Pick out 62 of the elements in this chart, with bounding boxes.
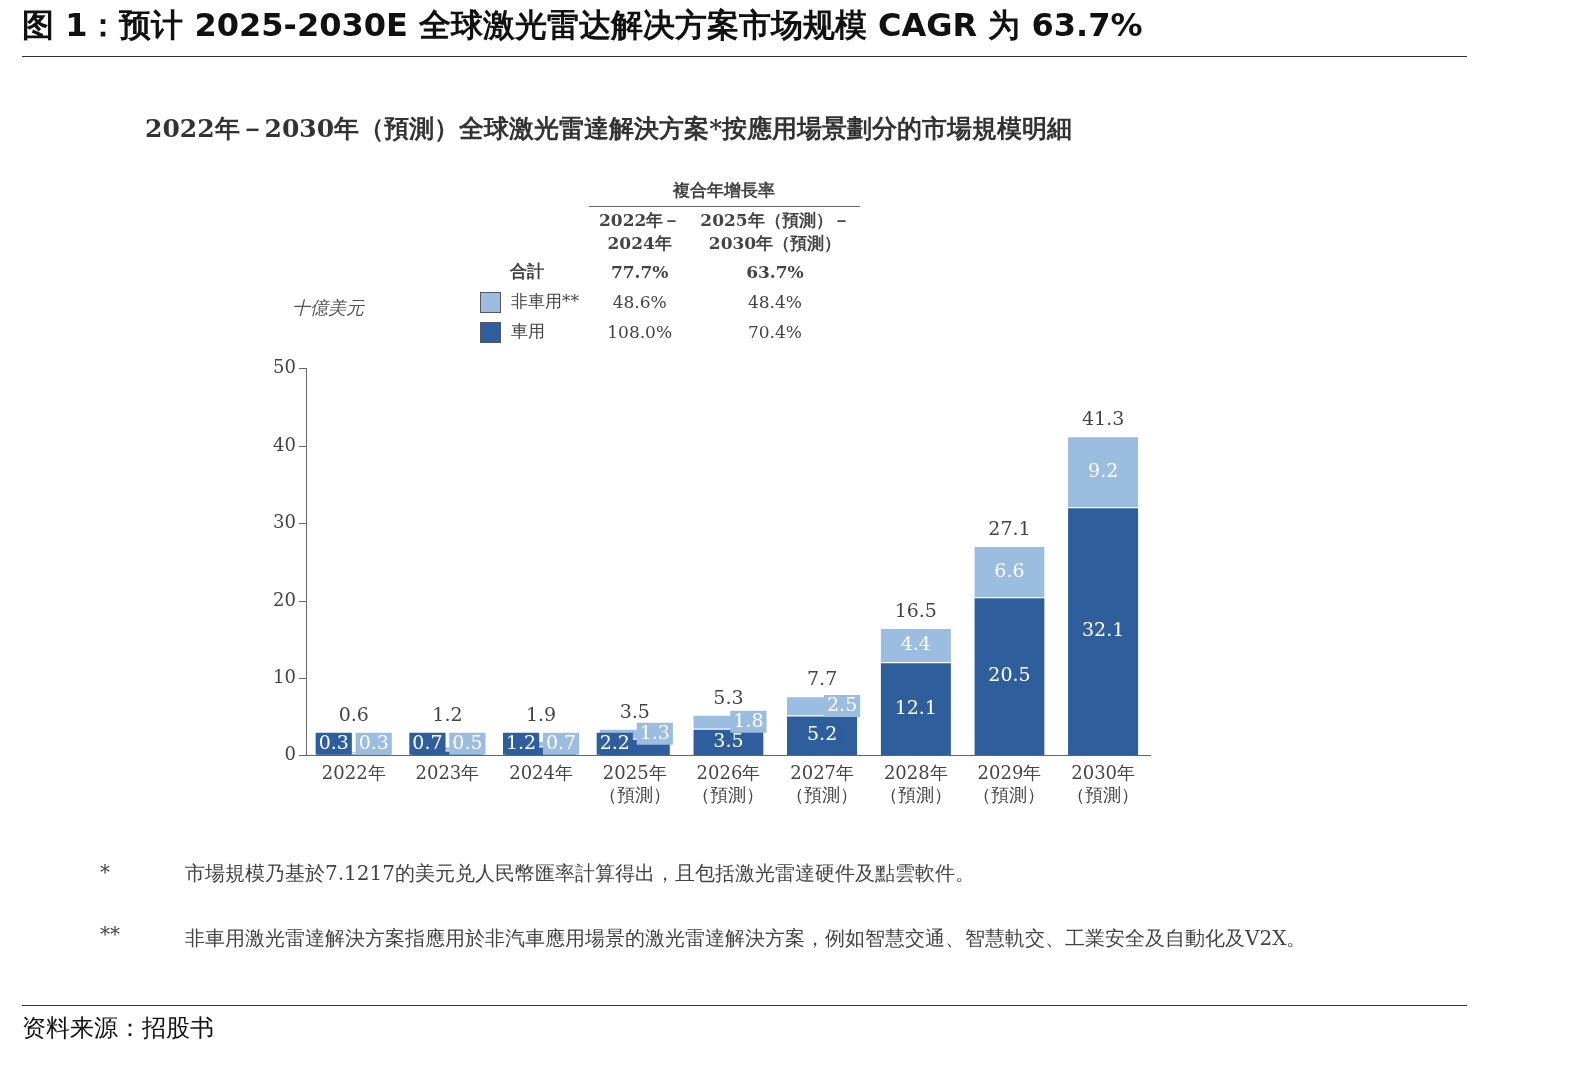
text: 2025年（預測）－2030年（預測）: [699, 208, 851, 255]
text: 108.0%: [606, 320, 674, 344]
y-tick-label: 30: [273, 511, 296, 533]
text: 资料来源：招股书: [22, 1005, 1467, 1044]
data-label: 0.7: [412, 730, 443, 753]
data-label: 20.5: [988, 663, 1031, 686]
text: 48.4%: [747, 290, 803, 314]
text: 非車用激光雷達解決方案指應用於非汽車應用場景的激光雷達解決方案，例如智慧交通、智慧軌交、工業安全及自動化及V2X。: [185, 925, 1308, 952]
data-label: 6.6: [994, 558, 1025, 581]
total-label: 41.3: [1082, 407, 1125, 430]
x-tick-label: 2029年（預測）: [973, 762, 1046, 805]
y-tick-label: 0: [284, 743, 296, 765]
text: 複合年增長率: [589, 176, 860, 206]
legend-label: 車用: [510, 320, 546, 343]
x-tick-label: 2028年（預測）: [879, 762, 952, 805]
text: 63.7%: [745, 260, 805, 284]
x-tick-label: 2024年: [509, 762, 573, 784]
data-label: 0.3: [358, 730, 389, 753]
chart-subtitle: 2022年－2030年（預測）全球激光雷達解決方案*按應用場景劃分的市場規模明細: [145, 113, 1073, 145]
y-tick-label: 50: [273, 356, 296, 378]
text: 2022年－2024年: [598, 208, 682, 255]
x-tick-label: 2026年（預測）: [692, 762, 765, 805]
text: *: [100, 860, 110, 884]
data-label: 5.2: [807, 722, 838, 745]
data-label: 1.8: [733, 708, 764, 731]
total-label: 0.6: [338, 702, 369, 725]
total-label: 3.5: [619, 699, 650, 722]
chart-title: 图 1：预计 2025-2030E 全球激光雷达解决方案市场规模 CAGR 为 63.7%: [22, 4, 1467, 57]
y-axis-title: 十億美元: [292, 296, 364, 320]
total-label: 16.5: [894, 599, 937, 622]
text: 48.6%: [611, 290, 668, 314]
total-label: 5.3: [713, 685, 744, 708]
x-tick-label: 2022年: [321, 762, 386, 784]
x-tick-label: 2030年（預測）: [1067, 762, 1140, 805]
data-label: 0.5: [452, 730, 483, 753]
data-label: 9.2: [1088, 458, 1119, 481]
y-tick-label: 10: [273, 666, 296, 688]
data-label: 12.1: [894, 695, 937, 718]
legend-label: 非車用**: [510, 290, 580, 313]
total-label: 27.1: [988, 516, 1031, 539]
y-tick-label: 20: [273, 588, 296, 610]
x-tick-label: 2023年: [415, 762, 480, 784]
text: 市場規模乃基於7.1217的美元兑人民幣匯率計算得出，且包括激光雷達硬件及點雲軟件。: [185, 860, 976, 887]
total-label: 7.7: [807, 667, 838, 690]
data-label: 2.5: [827, 692, 858, 715]
text: 70.4%: [747, 320, 803, 344]
total-label: 1.2: [432, 702, 463, 725]
data-label: 4.4: [900, 632, 931, 655]
data-label: 0.3: [318, 730, 349, 753]
text: 77.7%: [609, 260, 670, 284]
data-label: 1.2: [505, 730, 537, 753]
data-label: 0.7: [545, 730, 577, 753]
x-tick-label: 2027年（預測）: [786, 762, 859, 805]
x-tick-label: 2025年（預測）: [598, 762, 671, 805]
y-tick-label: 40: [273, 433, 296, 455]
text: **: [100, 922, 120, 946]
data-label: 2.2: [599, 730, 630, 753]
text: 合計: [509, 260, 545, 283]
total-label: 1.9: [525, 702, 557, 725]
data-label: 3.5: [713, 728, 744, 751]
data-label: 1.3: [639, 720, 670, 743]
data-label: 32.1: [1082, 618, 1125, 641]
